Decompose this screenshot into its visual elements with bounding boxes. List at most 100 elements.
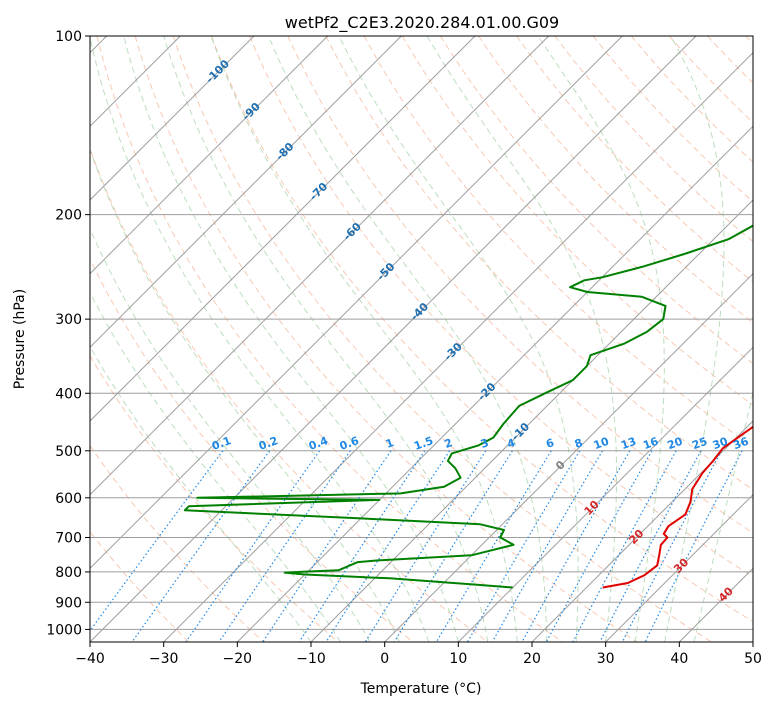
mixing-ratio-label: 36 (731, 435, 750, 453)
profile-line (602, 425, 753, 589)
mixing-ratio-label: 2 (443, 436, 455, 451)
isotherm-line (384, 272, 753, 642)
mixing-ratio-label: 1 (384, 436, 396, 451)
isotherm-line (90, 36, 329, 275)
profile-series (183, 224, 753, 589)
mixing-ratio-label: 30 (711, 435, 730, 453)
mixing-ratio-line (491, 450, 604, 642)
mixing-ratio-label: 10 (592, 435, 611, 453)
dry-adiabat-line (325, 36, 753, 491)
dry-adiabat-line (90, 257, 414, 642)
isotherm-line (90, 36, 697, 642)
y-tick-label: 800 (55, 565, 82, 581)
dry-adiabat-line (211, 36, 753, 623)
isotherm-line (605, 493, 753, 642)
mixing-ratio-line (185, 450, 321, 642)
plot-area: 0.1 0.2 0.4 0.6 1 1.5 2 3 4 6 8 10 13 16 20 25 30 36-100-… (90, 36, 753, 642)
y-tick-label: 600 (55, 491, 82, 507)
dry-adiabat-line (96, 36, 563, 642)
mixing-ratio-line (218, 450, 351, 642)
moist-adiabat-line (664, 36, 725, 642)
x-tick-label: 10 (449, 651, 467, 667)
moist-adiabat-line (537, 36, 665, 642)
mixing-ratio-label: 8 (573, 436, 585, 451)
x-axis: −40 −30 −20 −10 0 10 20 30 40 50 (75, 642, 762, 667)
y-axis: 100 200 300 400 500 600 700 800 900 1000 (46, 29, 90, 638)
mixing-ratio-line (572, 450, 677, 642)
moist-adiabat-line (90, 148, 400, 642)
x-tick-label: −10 (296, 651, 326, 667)
mixing-ratio-line (521, 450, 631, 642)
x-tick-label: 30 (597, 651, 615, 667)
y-tick-label: 200 (55, 208, 82, 224)
isotherm-line (90, 36, 255, 201)
dry-adiabat-line (439, 36, 753, 365)
moist-adiabat-line (693, 390, 753, 642)
y-tick-label: 400 (55, 386, 82, 402)
moist-adiabat-line (123, 36, 459, 642)
isotherm-line (90, 36, 476, 422)
x-tick-label: 40 (670, 651, 688, 667)
mixing-ratio-label: 16 (641, 435, 660, 453)
y-tick-label: 500 (55, 444, 82, 460)
x-tick-label: 0 (380, 651, 389, 667)
isotherm-line (163, 51, 753, 642)
mixing-ratio-label: 4 (505, 436, 517, 451)
isotherm-line (310, 199, 753, 642)
x-tick-label: −40 (75, 651, 105, 667)
isotherm-line (457, 346, 753, 642)
mixing-ratio-label: 0.2 (257, 434, 280, 453)
mixing-ratio-line (644, 450, 743, 642)
moist-adiabat-line (210, 36, 518, 642)
y-axis-label: Pressure (hPa) (12, 289, 28, 389)
isotherm-line (90, 36, 623, 570)
mixing-ratio-label: 13 (619, 435, 638, 452)
moist-adiabat-line (426, 36, 617, 642)
mixing-ratio-line (393, 450, 513, 642)
dry-adiabat-line (90, 354, 339, 642)
dry-adiabat-line (554, 36, 753, 243)
y-tick-label: 700 (55, 531, 82, 547)
mixing-ratio-label: 25 (690, 435, 709, 452)
mixing-ratio-label: 6 (544, 436, 556, 451)
dry-adiabat-line (592, 36, 753, 203)
dry-adiabat-line (90, 444, 264, 642)
mixing-ratio-line (131, 450, 271, 642)
isotherm-line (90, 36, 550, 496)
x-tick-label: −20 (223, 651, 253, 667)
x-tick-label: 50 (744, 651, 762, 667)
mixing-ratio-lines (90, 450, 743, 642)
x-tick-label: −30 (149, 651, 179, 667)
dry-adiabat-line (287, 36, 753, 534)
mixing-ratio-line (599, 450, 702, 642)
moist-adiabat-line (90, 227, 371, 642)
y-tick-label: 1000 (46, 622, 82, 638)
dry-adiabat-line (249, 36, 753, 578)
mixing-ratio-line (545, 450, 653, 642)
moist-adiabat-line (90, 291, 341, 642)
mixing-ratio-label: 1.5 (412, 434, 435, 453)
mixing-ratio-line (466, 450, 581, 642)
mixing-ratio-line (621, 450, 722, 642)
moist-adiabat-line (90, 36, 430, 642)
mixing-ratio-label: 0.6 (338, 434, 361, 453)
moist-adiabat-line (338, 36, 579, 642)
mixing-ratio-label: 3 (479, 436, 491, 451)
mixing-ratio-label: 20 (666, 435, 685, 453)
isotherm-line (90, 36, 402, 349)
mixing-ratio-label: 0.1 (210, 434, 233, 453)
mixing-ratio-line (435, 450, 552, 642)
y-tick-label: 900 (55, 595, 82, 611)
x-tick-label: 20 (523, 651, 541, 667)
mixing-ratio-label: 0.4 (307, 434, 330, 453)
dry-adiabat-line (401, 36, 753, 406)
isoline-labels: 0.1 0.2 0.4 0.6 1 1.5 2 3 4 6 8 10 13 16 20 25 30 36-100-… (203, 57, 750, 605)
y-tick-label: 300 (55, 312, 82, 328)
isotherm-line (531, 420, 753, 642)
dry-adiabat-line (134, 36, 638, 642)
skewed-isotherms (90, 36, 753, 642)
dry-adiabat-line (172, 36, 712, 642)
profile-line (183, 224, 753, 589)
